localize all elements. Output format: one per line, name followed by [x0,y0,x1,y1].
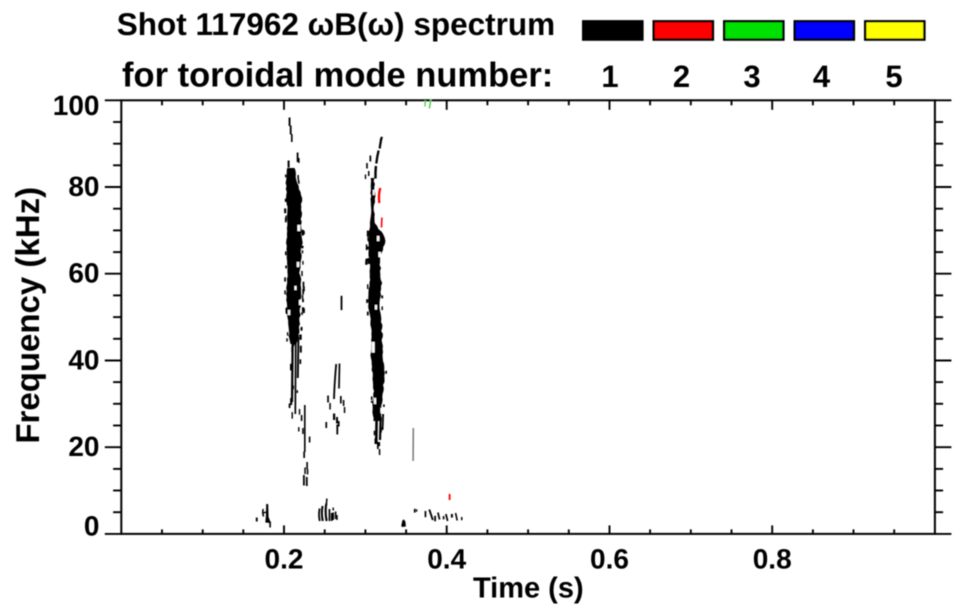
svg-text:Time (s): Time (s) [473,573,584,605]
svg-text:0.6: 0.6 [590,543,629,574]
svg-text:3: 3 [743,59,760,94]
svg-text:80: 80 [68,171,99,202]
svg-text:for toroidal mode number:: for toroidal mode number: [122,57,553,95]
svg-text:60: 60 [68,258,99,289]
svg-text:4: 4 [813,59,831,94]
svg-text:20: 20 [68,431,99,462]
svg-text:0.2: 0.2 [265,543,304,574]
svg-text:5: 5 [885,59,902,94]
svg-text:2: 2 [673,59,690,94]
svg-text:0: 0 [84,510,100,541]
svg-text:0.8: 0.8 [753,543,792,574]
svg-text:Frequency (kHz): Frequency (kHz) [9,187,46,444]
svg-text:Shot 117962 ωB(ω) spectrum: Shot 117962 ωB(ω) spectrum [117,6,555,42]
svg-text:100: 100 [53,90,100,121]
svg-text:1: 1 [601,59,618,94]
svg-text:0.4: 0.4 [427,543,466,574]
svg-text:40: 40 [68,344,99,375]
